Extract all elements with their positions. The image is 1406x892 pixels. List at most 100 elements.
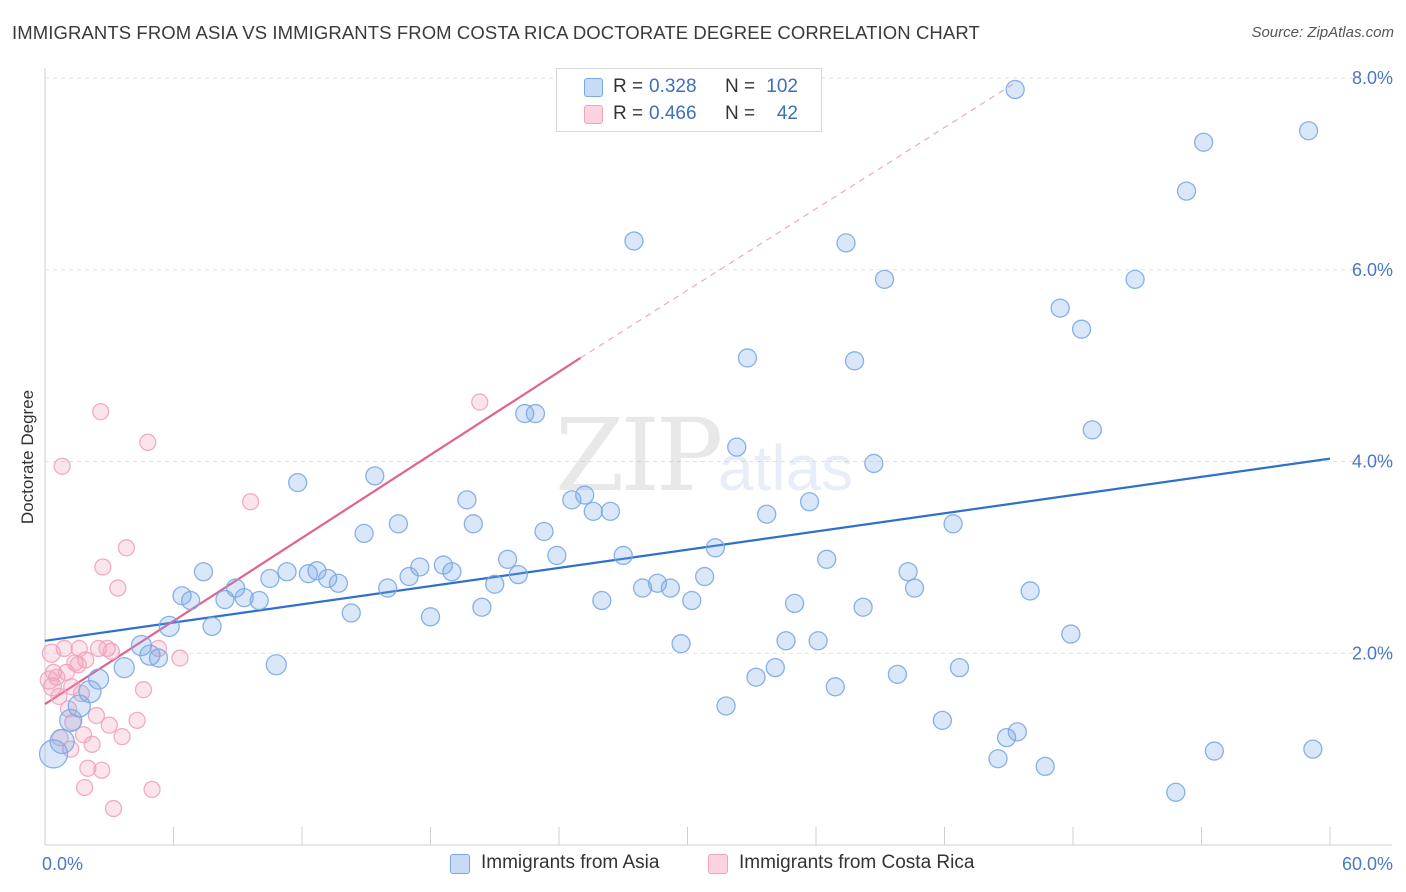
r-label: R = [613,76,644,97]
data-point [600,501,621,522]
data-point [104,799,123,818]
n-label: N = [725,76,756,97]
data-point [836,233,856,253]
data-point [874,269,895,289]
data-point [784,593,805,614]
data-point [1050,298,1070,318]
data-point [74,726,93,744]
data-point [472,597,492,617]
axes [44,68,1392,846]
data-point [632,578,653,598]
data-point [515,403,535,424]
chart-title: IMMIGRANTS FROM ASIA VS IMMIGRANTS FROM … [12,22,980,43]
data-point [59,708,83,733]
data-point [241,493,260,511]
n-label: N = [725,103,756,124]
data-point [727,437,747,457]
data-point [328,573,349,593]
x-tick-label-min: 0.0% [42,854,83,874]
trend-extension-1 [580,82,1016,359]
data-point [399,566,419,587]
data-point [1166,782,1186,802]
stats-legend: R = 0.328 N = 102 R = 0.466 N = 42 [556,68,822,132]
data-point [853,597,873,617]
data-point [234,587,254,608]
data-point [705,538,725,558]
legend-swatch-asia [584,78,603,97]
data-point [583,501,603,522]
data-point [694,566,715,587]
data-point [307,561,327,581]
data-points [38,79,1323,818]
data-point [113,656,135,679]
data-point [117,539,136,557]
data-point [75,778,94,797]
data-point [249,590,269,611]
data-point [49,728,75,755]
data-point [943,514,963,534]
data-point [139,433,157,451]
data-point [442,562,462,582]
data-point [1007,722,1027,742]
data-point [354,523,374,544]
data-point [463,514,483,534]
data-point [765,657,785,678]
data-point [716,696,736,716]
trend-line-0 [44,457,1331,642]
data-point [48,668,66,686]
data-point [128,711,146,730]
data-point [1020,581,1040,601]
data-point [171,649,189,667]
data-point [277,562,297,582]
data-point [525,403,546,424]
data-point [113,728,131,746]
watermark: ZIP atlas [555,397,853,514]
data-point [1061,624,1081,644]
data-point [44,663,63,682]
data-point [318,568,338,589]
x-tick-label-max: 60.0% [1342,854,1393,874]
y-tick-label: 6.0% [1352,260,1393,280]
data-point [92,402,110,421]
n-value: 102 [766,76,798,97]
n-value: 42 [776,103,798,124]
data-point [844,351,865,371]
data-point [1193,132,1214,152]
data-point [55,639,73,658]
data-point [932,710,953,731]
data-point [77,651,95,669]
y-tick-label: 2.0% [1352,643,1393,663]
data-point [388,514,409,534]
r-label: R = [613,103,644,124]
data-point [180,590,201,611]
data-point [457,490,477,510]
data-point [613,545,633,566]
data-point [534,521,554,542]
data-point [100,716,118,734]
data-point [202,616,222,637]
data-point [1071,319,1092,339]
data-point [83,735,101,753]
data-point [471,393,489,411]
data-point [420,607,441,627]
chart-source: Source: ZipAtlas.com [1251,24,1394,41]
data-point [158,615,180,638]
data-point [1125,269,1145,289]
data-point [87,668,110,690]
data-point [1303,739,1323,759]
data-point [825,677,845,697]
data-point [746,667,766,687]
data-point [79,759,97,777]
data-point [547,545,567,566]
series-legend: Immigrants from Asia Immigrants from Cos… [0,852,1406,878]
data-point [808,631,828,651]
data-point [898,562,918,582]
data-point [109,579,127,597]
trend-lines [44,82,1331,705]
data-point [575,485,595,505]
data-point [148,648,169,668]
y-tick-label: 4.0% [1352,452,1393,472]
data-point [1005,79,1025,100]
data-point [341,603,361,623]
